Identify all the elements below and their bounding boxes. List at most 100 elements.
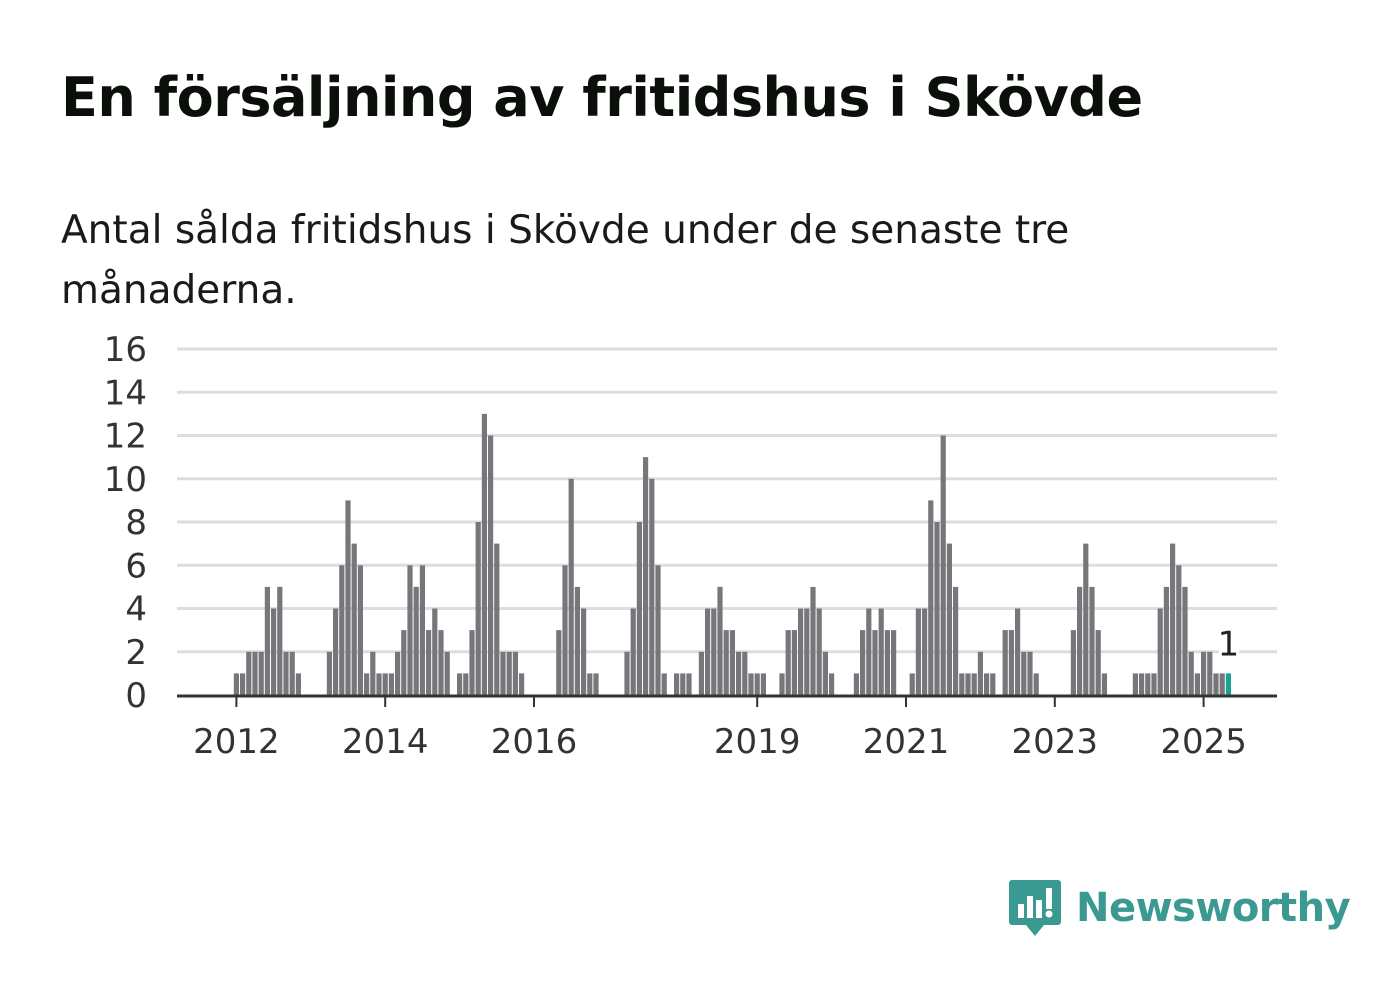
- x-tick-label: 2021: [863, 722, 950, 762]
- bar: [444, 651, 450, 696]
- bar: [246, 651, 252, 696]
- bar: [946, 543, 952, 695]
- bar: [457, 673, 463, 695]
- bar: [1151, 673, 1157, 695]
- bar: [233, 673, 239, 695]
- bar: [1170, 543, 1176, 695]
- bar: [1101, 673, 1107, 695]
- bar: [1201, 651, 1207, 696]
- y-tick-label: 6: [125, 546, 147, 586]
- brand-name: Newsworthy: [1076, 885, 1351, 931]
- x-tick-label: 2023: [1012, 722, 1099, 762]
- bar: [345, 500, 351, 695]
- bar: [940, 435, 946, 695]
- bar: [568, 478, 574, 696]
- chart-title: En försäljning av fritidshus i Skövde: [61, 66, 1143, 129]
- bar: [922, 608, 928, 695]
- bar: [277, 586, 283, 695]
- bar: [556, 630, 562, 695]
- bar: [1132, 673, 1138, 695]
- bar: [289, 651, 295, 696]
- y-tick-label: 0: [125, 676, 147, 716]
- bar: [519, 673, 525, 695]
- bar: [475, 522, 481, 695]
- bar: [1176, 565, 1182, 696]
- y-tick-label: 14: [104, 373, 147, 413]
- bar: [754, 673, 760, 695]
- bar: [407, 565, 413, 696]
- bar: [804, 608, 810, 695]
- bar: [729, 630, 735, 695]
- bar: [1139, 673, 1145, 695]
- bar: [432, 608, 438, 695]
- bar: [438, 630, 444, 695]
- bar: [463, 673, 469, 695]
- bar: [748, 673, 754, 695]
- bar: [705, 608, 711, 695]
- x-tick-label: 2025: [1160, 722, 1247, 762]
- bar: [711, 608, 717, 695]
- bar: [481, 413, 487, 695]
- bar: [264, 586, 270, 695]
- y-tick-label: 12: [104, 417, 147, 457]
- x-tick-label: 2012: [193, 722, 280, 762]
- y-tick-label: 8: [125, 503, 147, 543]
- bar: [351, 543, 357, 695]
- bar: [1157, 608, 1163, 695]
- bar: [326, 651, 332, 696]
- bar: [283, 651, 289, 696]
- bar: [1145, 673, 1151, 695]
- bar: [512, 651, 518, 696]
- bars: [233, 413, 1231, 696]
- bar: [909, 673, 915, 695]
- bar: [816, 608, 822, 695]
- bar: [1194, 673, 1200, 695]
- bar: [1089, 586, 1095, 695]
- bar: [624, 651, 630, 696]
- x-tick-label: 2019: [714, 722, 801, 762]
- bar: [1163, 586, 1169, 695]
- bar: [1008, 630, 1014, 695]
- bar: [1015, 608, 1021, 695]
- bar: [977, 651, 983, 696]
- bar: [1077, 586, 1083, 695]
- bar: [357, 565, 363, 696]
- bar: [680, 673, 686, 695]
- bar: [587, 673, 593, 695]
- bar: [364, 673, 370, 695]
- bar: [1188, 651, 1194, 696]
- bar: [494, 543, 500, 695]
- bar: [643, 457, 649, 695]
- bar: [1213, 673, 1219, 695]
- bar: [971, 673, 977, 695]
- bar: [1070, 630, 1076, 695]
- bar: [723, 630, 729, 695]
- bar: [271, 608, 277, 695]
- bar: [1207, 651, 1213, 696]
- bar: [655, 565, 661, 696]
- bar: [500, 651, 506, 696]
- bar: [736, 651, 742, 696]
- bar: [953, 586, 959, 695]
- bar: [295, 673, 301, 695]
- bar: [674, 673, 680, 695]
- bar: [426, 630, 432, 695]
- bar: [1083, 543, 1089, 695]
- chart-subtitle: Antal sålda fritidshus i Skövde under de…: [61, 208, 1070, 313]
- bar: [698, 651, 704, 696]
- bar: [1225, 673, 1231, 695]
- bar: [469, 630, 475, 695]
- bar: [779, 673, 785, 695]
- bar: [934, 522, 940, 695]
- bar: [1219, 673, 1225, 695]
- bar: [878, 608, 884, 695]
- bar: [333, 608, 339, 695]
- bar: [742, 651, 748, 696]
- bar: [798, 608, 804, 695]
- bar: [990, 673, 996, 695]
- bar: [810, 586, 816, 695]
- bar: [1095, 630, 1101, 695]
- bar: [488, 435, 494, 695]
- annotations: 1: [1215, 621, 1243, 667]
